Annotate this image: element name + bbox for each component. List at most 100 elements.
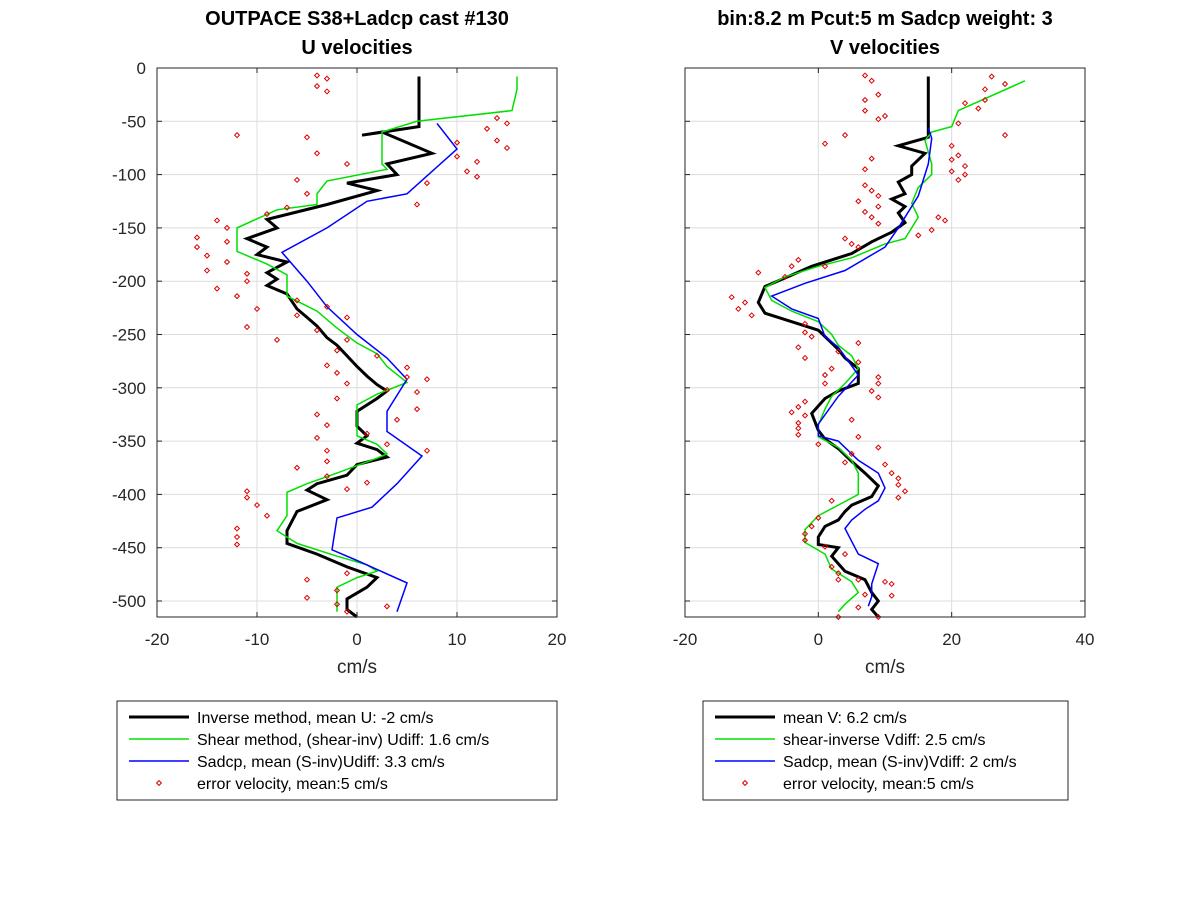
u-legend-entry: Sadcp, mean (S-inv)Udiff: 3.3 cm/s [197,754,445,771]
v-error-marker [795,344,802,351]
v-error-marker [868,187,875,194]
v-error-marker [875,116,882,123]
u-x-tick-label: 20 [548,630,567,649]
v-error-marker [788,263,795,270]
v-error-marker [848,450,855,458]
u-x-tick-label: -10 [245,630,270,649]
v-error-marker [868,77,875,84]
v-error-marker [961,171,969,178]
u-error-marker [293,312,301,319]
u-error-marker [193,243,201,251]
v-error-marker [735,305,742,313]
v-axes-box [684,67,1086,618]
v-error-marker [888,592,895,599]
u-title-line-2: U velocities [301,37,412,59]
v-error-marker [788,409,795,416]
v-error-marker [881,578,889,585]
v-error-points [728,72,1009,621]
v-error-marker [888,469,895,477]
v-x-axis-label: cm/s [865,657,905,678]
u-x-tick-label: 0 [352,630,361,649]
v-error-marker [801,530,809,537]
v-title-line-1: bin:8.2 m Pcut:5 m Sadcp weight: 3 [717,8,1053,30]
u-error-marker [383,441,391,448]
u-error-marker [383,386,391,394]
v-error-marker [821,380,829,387]
u-error-marker [333,601,341,608]
u-y-tick-label: -150 [112,219,146,238]
v-error-marker [855,604,862,611]
u-legend-entry: Shear method, (shear-inv) Udiff: 1.6 cm/… [197,732,489,749]
v-inverse-line [756,76,930,618]
v-legend-entry: shear-inverse Vdiff: 2.5 cm/s [783,732,985,749]
v-error-marker [955,176,962,184]
v-error-marker [948,156,955,163]
v-error-marker [821,371,829,379]
u-error-marker [233,132,241,139]
u-error-marker [293,176,301,184]
u-error-marker [223,238,231,245]
u-error-marker [413,406,421,413]
u-error-marker [373,352,381,359]
v-error-marker [821,263,829,270]
v-error-marker [821,140,829,147]
v-error-marker [861,107,869,114]
v-error-marker [801,537,809,544]
v-error-marker [961,100,969,107]
v-error-marker [981,86,989,93]
u-error-marker [243,270,251,277]
u-error-marker [303,576,311,583]
u-title-line-1: OUTPACE S38+Ladcp cast #130 [205,8,509,30]
v-velocity-panel: bin:8.2 m Pcut:5 m Sadcp weight: 3 V vel… [673,8,1095,801]
v-x-tick-label: 40 [1076,630,1095,649]
v-error-marker [888,580,895,588]
v-error-marker [935,214,942,221]
u-error-marker [333,347,341,354]
u-error-marker [313,411,321,418]
u-error-marker [293,464,301,471]
v-series-group [756,76,1026,618]
u-y-tick-label: -500 [112,592,146,611]
u-shear-line [236,76,518,612]
u-y-tick-label: -200 [112,272,146,291]
v-error-marker [941,217,949,224]
u-error-marker [233,525,241,532]
u-axes-frame [156,67,558,618]
v-tick-labels: -20 0 20 40 [673,630,1095,649]
u-y-tick-label: -350 [112,432,146,451]
v-error-marker [955,152,962,159]
u-error-marker [313,327,321,334]
v-error-marker [835,348,842,355]
u-error-marker [343,380,351,387]
u-error-marker [423,180,431,187]
v-error-marker [975,105,982,112]
u-error-marker [463,168,471,175]
v-error-marker [915,232,922,239]
v-error-marker [875,394,882,401]
u-inverse-line [242,76,437,619]
v-legend-entry: error velocity, mean:5 cm/s [783,776,974,793]
v-x-tick-label: -20 [673,630,698,649]
u-error-marker [413,201,421,208]
u-sadcp-line [280,122,459,612]
v-error-marker [755,269,762,276]
u-error-marker [263,512,271,519]
u-y-tick-label: -250 [112,326,146,345]
u-legend-entry: Inverse method, mean U: -2 cm/s [197,710,434,727]
v-error-marker [875,203,882,210]
v-error-marker [795,431,802,438]
v-error-marker [815,514,822,521]
u-error-marker [403,364,411,371]
u-error-marker [493,114,501,122]
v-error-marker [808,523,815,530]
u-error-marker [503,144,511,152]
v-error-marker [795,256,802,263]
v-error-marker [828,563,835,571]
v-error-marker [901,488,909,495]
v-legend: mean V: 6.2 cm/s shear-inverse Vdiff: 2.5… [702,700,1069,801]
v-legend-entry: mean V: 6.2 cm/s [783,710,907,727]
u-error-marker [323,458,331,465]
v-error-marker [875,220,882,227]
u-series-group [236,76,518,619]
